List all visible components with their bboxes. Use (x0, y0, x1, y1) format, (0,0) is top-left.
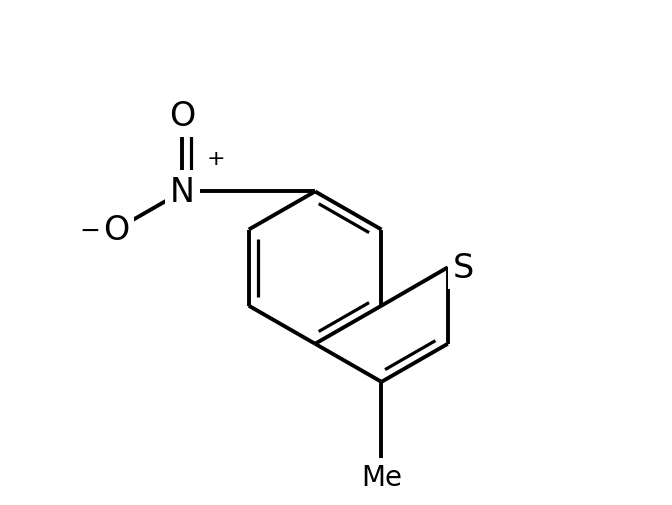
Text: O: O (103, 214, 129, 246)
Text: +: + (206, 149, 225, 169)
Text: N: N (170, 176, 195, 209)
Text: Me: Me (361, 463, 402, 491)
Text: O: O (169, 99, 196, 132)
Text: S: S (453, 251, 474, 284)
Text: −: − (80, 218, 101, 242)
